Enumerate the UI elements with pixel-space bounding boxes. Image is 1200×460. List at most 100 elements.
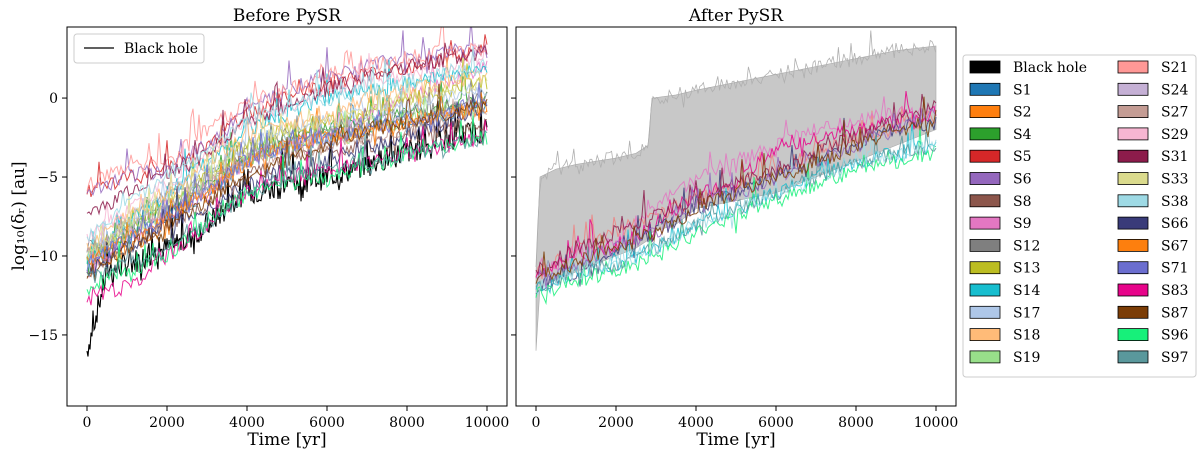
legend-label-s38: S38: [1161, 194, 1188, 210]
band-edge-after-black-hole: [535, 30, 936, 268]
legend-label-s18: S18: [1013, 328, 1040, 344]
series-before-s24: [86, 93, 488, 262]
legend-label-s17: S17: [1013, 305, 1040, 321]
legend-swatch-s67: [1117, 238, 1149, 252]
series-before-s96: [86, 115, 488, 297]
legend-swatch-s17: [969, 305, 1001, 319]
legend-label-s87: S87: [1161, 305, 1188, 321]
legend-label-s66: S66: [1161, 216, 1188, 232]
ticks-before: 0 2000 4000 6000 8000 10000 0 −5 −10 −15: [28, 91, 509, 431]
x-tick-label-before: 10000: [465, 415, 510, 431]
panel-before-pysr: Before PySR 0 2000 4000 6000 8000 10000 0 −5 −10…: [9, 6, 509, 450]
legend-swatch-s24: [1117, 82, 1149, 96]
y-axis-label: log₁₀(δᵣ) [au]: [9, 161, 29, 270]
legend-swatch-s97: [1117, 350, 1149, 364]
legend-label-s21: S21: [1161, 60, 1188, 76]
legend-swatch-s38: [1117, 194, 1149, 208]
legend-swatch-s5: [969, 149, 1001, 163]
y-tick-label: −10: [28, 249, 58, 265]
legend-label-black-hole: Black hole: [124, 41, 198, 57]
series-before-s97: [86, 129, 488, 284]
legend-swatch-s18: [969, 328, 1001, 342]
legend-before: Black hole: [73, 33, 205, 64]
legend-label-s24: S24: [1161, 82, 1188, 98]
x-tick-label-before: 4000: [229, 415, 265, 431]
legend-swatch-s14: [969, 283, 1001, 297]
legend-label-s8: S8: [1013, 194, 1032, 210]
legend-label-s27: S27: [1161, 105, 1188, 121]
ticks-after: 0 2000 4000 6000 8000 10000: [511, 97, 959, 431]
axes-frame-after: [515, 26, 957, 407]
legend-label-s19: S19: [1013, 350, 1040, 366]
legend-swatch-s9: [969, 216, 1001, 230]
legend-swatch-s87: [1117, 305, 1149, 319]
legend-label-s5: S5: [1013, 149, 1032, 165]
legend-label-s12: S12: [1013, 238, 1040, 254]
series-before-s38: [86, 46, 488, 244]
series-before-s33: [86, 66, 488, 257]
legend-swatch-s19: [969, 350, 1001, 364]
legend-swatch-s12: [969, 238, 1001, 252]
legend-label-s6: S6: [1013, 172, 1032, 188]
series-after-s97: [535, 131, 937, 292]
legend-swatch-s31: [1117, 149, 1149, 163]
x-tick-label-after: 0: [532, 415, 541, 431]
x-tick-label-before: 0: [83, 415, 92, 431]
legend-swatch-s66: [1117, 216, 1149, 230]
x-tick-label-after: 2000: [598, 415, 634, 431]
y-tick-label: −15: [28, 328, 58, 344]
legend-label-s2: S2: [1013, 105, 1032, 121]
legend-after: Black hole S1 S2 S4 S5 S6 S8 S9 S12 S13 S14 S17 S18 S…: [962, 54, 1197, 378]
legend-label-s4: S4: [1013, 127, 1032, 143]
legend-swatch-s83: [1117, 283, 1149, 297]
legend-swatch-s33: [1117, 172, 1149, 185]
legend-swatch-s1: [969, 82, 1001, 96]
x-tick-label-before: 6000: [309, 415, 345, 431]
legend-label-s83: S83: [1161, 283, 1188, 299]
legend-label-s96: S96: [1161, 328, 1188, 344]
y-tick-label: −5: [37, 170, 58, 186]
legend-swatch-s29: [1117, 127, 1149, 141]
legend-label-s13: S13: [1013, 261, 1040, 277]
x-tick-label-before: 2000: [149, 415, 185, 431]
plot-area-before: [86, 27, 488, 357]
legend-swatch-s71: [1117, 261, 1149, 275]
x-tick-label-after: 8000: [838, 415, 874, 431]
legend-box-before: [73, 33, 205, 64]
legend-swatch-s13: [969, 261, 1001, 275]
legend-swatch-s6: [969, 172, 1001, 185]
x-tick-label-before: 8000: [389, 415, 425, 431]
series-after-s38: [535, 124, 937, 296]
legend-swatch-black-hole: [969, 60, 1001, 74]
x-axis-label-after: Time [yr]: [696, 430, 775, 450]
legend-swatch-s2: [969, 105, 1001, 118]
series-after-s87: [535, 96, 937, 284]
legend-label-s1: S1: [1013, 82, 1032, 98]
series-before-s31: [86, 42, 488, 216]
legend-label-s9: S9: [1013, 216, 1032, 232]
x-tick-label-after: 10000: [914, 415, 959, 431]
legend-label-s33: S33: [1161, 172, 1188, 188]
legend-label-black-hole: Black hole: [1013, 60, 1087, 76]
x-tick-label-after: 4000: [678, 415, 714, 431]
legend-swatch-s21: [1117, 60, 1149, 74]
legend-label-s29: S29: [1161, 127, 1188, 143]
legend-swatch-s96: [1117, 328, 1149, 342]
legend-swatch-s8: [969, 194, 1001, 208]
axes-frame-before: [66, 26, 508, 407]
legend-label-s71: S71: [1161, 261, 1188, 277]
legend-label-s67: S67: [1161, 238, 1188, 254]
panel-title-before: Before PySR: [233, 6, 342, 26]
series-before-s27: [86, 98, 488, 256]
x-axis-label-before: Time [yr]: [247, 430, 326, 450]
legend-label-s31: S31: [1161, 149, 1188, 165]
panel-title-after: After PySR: [688, 6, 784, 26]
series-after-s6: [535, 108, 937, 289]
legend-label-s14: S14: [1013, 283, 1040, 299]
series-before-s87: [86, 83, 488, 282]
legend-swatch-s4: [969, 127, 1001, 141]
panel-after-pysr: After PySR 0 2000 4000 6000 8000 10000 Time […: [511, 6, 958, 450]
series-after-s96: [535, 126, 937, 306]
series-before-s21: [86, 27, 488, 192]
